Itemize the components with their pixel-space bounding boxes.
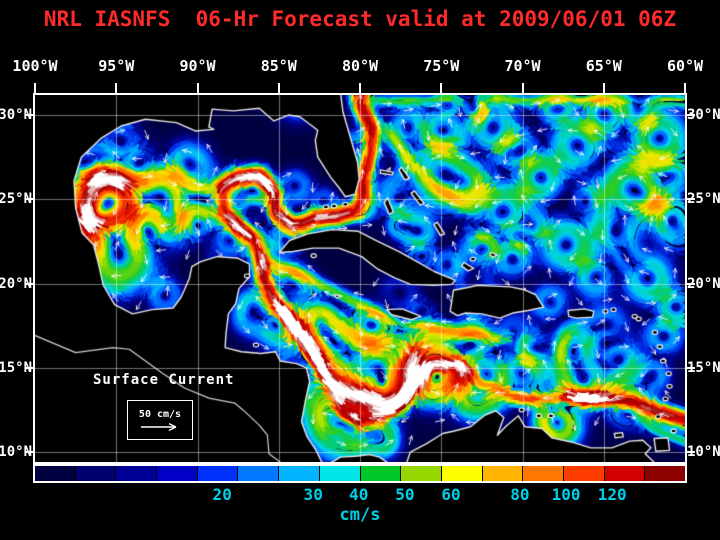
lat-axis-tick — [25, 366, 33, 369]
velocity-scale-box: 50 cm/s — [127, 400, 193, 440]
lat-axis-label-right: 30°N — [687, 107, 720, 124]
lon-axis-tick — [684, 83, 686, 93]
lat-axis-tick — [25, 114, 33, 117]
lon-axis-label: 70°W — [504, 57, 541, 75]
colorbar-cell — [360, 466, 401, 481]
colorbar-tick-label: 100 — [551, 485, 581, 504]
lon-axis-label: 60°W — [666, 57, 704, 75]
lon-axis-label: 75°W — [423, 57, 460, 75]
lat-axis-label-left: 10°N — [0, 444, 32, 461]
lon-axis-label: 95°W — [98, 57, 135, 75]
lat-axis-label-left: 25°N — [0, 191, 32, 208]
lon-axis-label: 65°W — [585, 57, 622, 75]
colorbar-cell — [441, 466, 482, 481]
colorbar-cell — [75, 466, 116, 481]
colorbar-cell — [604, 466, 645, 481]
page-title: NRL IASNFS 06-Hr Forecast valid at 2009/… — [43, 7, 677, 31]
scale-value-label: 50 cm/s — [138, 408, 182, 420]
colorbar-cell — [279, 466, 319, 481]
lat-axis-label-right: 25°N — [687, 191, 720, 208]
lon-axis-label: 80°W — [341, 57, 379, 75]
lat-axis-label-left: 30°N — [0, 107, 32, 124]
colorbar-tick-label: 60 — [441, 485, 461, 504]
colorbar-cell — [197, 466, 238, 481]
lat-axis-label-right: 15°N — [687, 359, 720, 376]
lat-axis-tick — [687, 366, 695, 369]
lat-axis-tick — [687, 282, 695, 285]
lon-axis-label: 100°W — [12, 57, 58, 75]
lat-axis-tick — [25, 282, 33, 285]
lat-axis-tick — [687, 451, 695, 454]
colorbar-cell — [35, 466, 75, 481]
lon-axis-tick — [196, 83, 199, 93]
map-frame: Surface Current 50 cm/s — [33, 93, 687, 464]
lon-axis-tick — [115, 83, 118, 93]
colorbar-cell — [401, 466, 441, 481]
colorbar-tick-label: 30 — [303, 485, 323, 504]
lat-axis-tick — [687, 114, 695, 117]
lon-axis-tick — [521, 83, 524, 93]
surface-current-annotation: Surface Current — [93, 372, 235, 388]
lon-axis-tick — [359, 83, 361, 93]
lon-axis-label: 85°W — [260, 57, 297, 75]
lon-axis-label: 90°W — [179, 57, 216, 75]
colorbar-cell — [563, 466, 604, 481]
lat-axis-tick — [25, 198, 33, 201]
lon-axis-tick — [277, 83, 280, 93]
scale-arrow-icon — [141, 422, 177, 431]
colorbar-cell — [319, 466, 360, 481]
colorbar-tick-label: 20 — [212, 485, 232, 504]
lat-axis-label-left: 20°N — [0, 275, 32, 292]
lat-axis-label-right: 20°N — [687, 275, 720, 292]
colorbar-tick-label: 120 — [597, 485, 627, 504]
colorbar — [33, 464, 687, 483]
lon-axis-tick — [602, 83, 605, 93]
lat-axis-label-left: 15°N — [0, 359, 32, 376]
colorbar-cell — [482, 466, 523, 481]
colorbar-tick-label: 50 — [395, 485, 415, 504]
colorbar-cell — [116, 466, 157, 481]
colorbar-cell — [238, 466, 279, 481]
lon-axis-tick — [34, 83, 36, 93]
colorbar-tick-label: 80 — [510, 485, 530, 504]
lat-axis-label-right: 10°N — [687, 444, 720, 461]
colorbar-cell — [645, 466, 685, 481]
lon-axis-tick — [440, 83, 443, 93]
colorbar-units: cm/s — [339, 505, 381, 525]
lat-axis-tick — [25, 451, 33, 454]
colorbar-cell — [523, 466, 563, 481]
colorbar-tick-label: 40 — [349, 485, 369, 504]
lat-axis-tick — [687, 198, 695, 201]
colorbar-cell — [157, 466, 197, 481]
